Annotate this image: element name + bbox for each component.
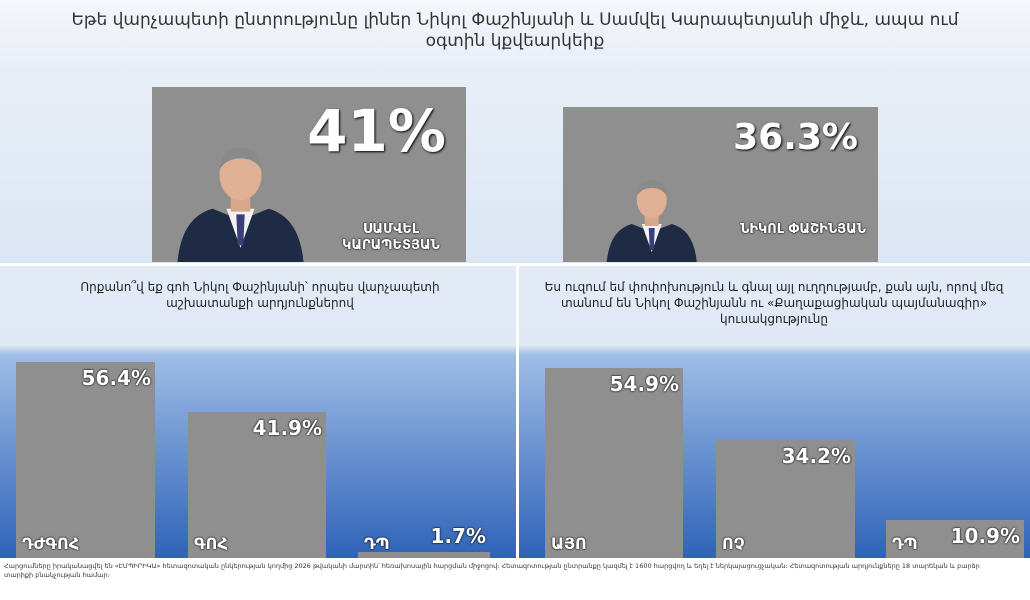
bar xyxy=(358,552,490,558)
category-label: ԴՊ xyxy=(892,534,918,553)
divider xyxy=(516,265,519,558)
value-label: 34.2% xyxy=(781,443,851,468)
value-label: 36.3% xyxy=(733,116,858,158)
value-label: 56.4% xyxy=(81,365,151,390)
category-label: ԱՅՈ xyxy=(551,534,587,553)
divider xyxy=(0,263,1030,266)
bar xyxy=(886,520,1024,558)
panel-title: Ես ուզում եմ փոփոխություն և գնալ այլ ուղ… xyxy=(544,280,1004,326)
value-label: 1.7% xyxy=(430,524,486,548)
category-label: ԳՈՀ xyxy=(194,534,228,553)
bar xyxy=(716,439,855,558)
value-label: 41.9% xyxy=(252,416,322,441)
category-label: ԴՊ xyxy=(364,534,390,553)
category-label: ՆԻԿՈԼ ՓԱՇԻՆՅԱՆ xyxy=(740,222,866,237)
panel-title: Որքանո՞վ եք գոհ Նիկոլ Փաշինյանի՝ որպես վ… xyxy=(80,280,440,310)
bar xyxy=(16,361,155,558)
footnote: Հարցումները իրականացվել են «ԷՄՊԻՐԻԿԱ» հե… xyxy=(4,562,980,579)
value-label: 10.9% xyxy=(950,524,1020,548)
bar xyxy=(188,412,326,558)
category-label: ԴԺԳՈՀ xyxy=(22,534,80,553)
category-label: ՍԱՄՎԵԼ ԿԱՐԱՊԵՏՅԱՆ xyxy=(342,222,440,253)
value-label: 41% xyxy=(307,96,446,165)
portrait xyxy=(606,180,697,262)
bar xyxy=(545,368,683,558)
chart-title: Եթե վարչապետի ընտրությունը լիներ Նիկոլ Փ… xyxy=(71,10,959,51)
category-label: ՈՉ xyxy=(722,534,745,553)
portrait xyxy=(177,147,304,262)
value-label: 54.9% xyxy=(609,372,679,397)
